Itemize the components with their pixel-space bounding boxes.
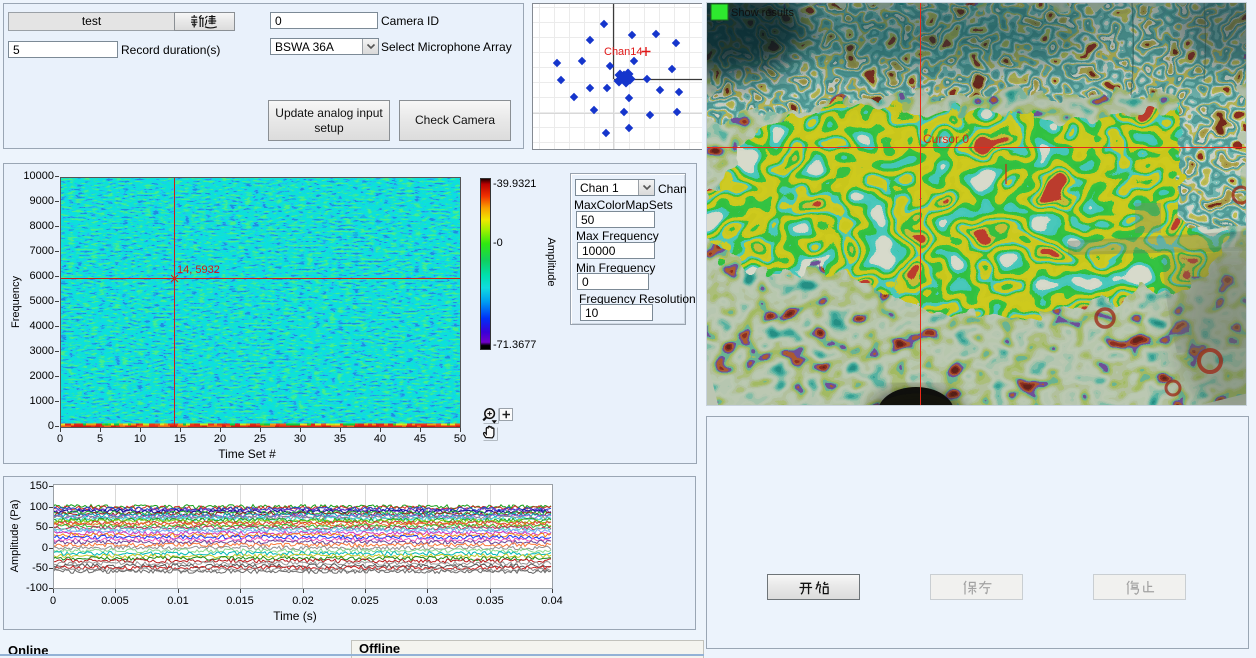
svg-text:14, 5932: 14, 5932	[177, 264, 220, 276]
svg-text:Show results: Show results	[731, 7, 794, 19]
svg-text:Chan14: Chan14	[604, 46, 643, 58]
svg-text:Cursor 0: Cursor 0	[923, 132, 969, 146]
